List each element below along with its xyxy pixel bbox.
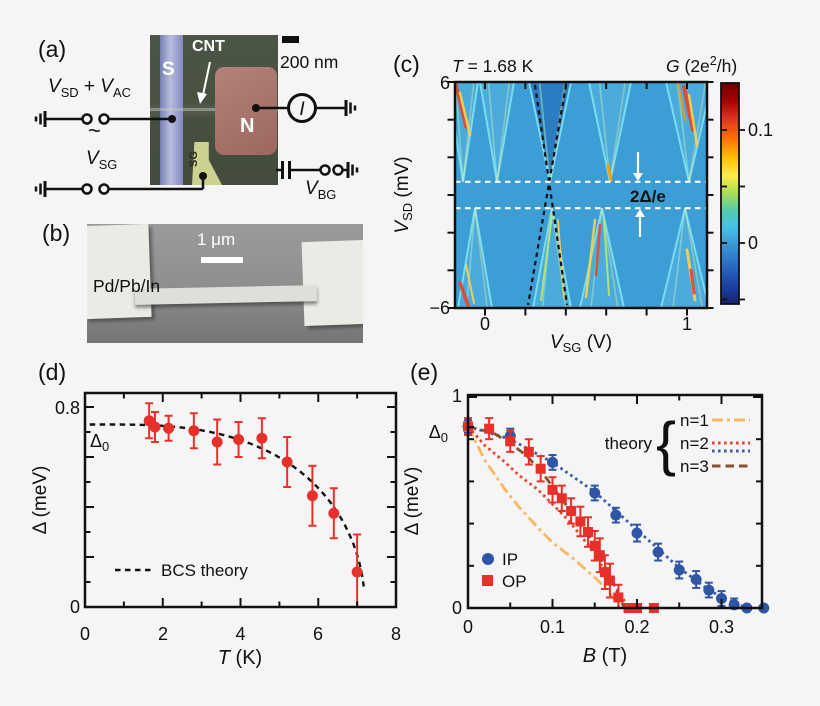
xtick-labels: 0 2 4 6 8 xyxy=(80,624,401,644)
contact-dot xyxy=(199,172,207,180)
svg-text:6: 6 xyxy=(313,624,323,644)
delta0-annotation: Δ0 xyxy=(90,431,109,454)
ground-icon xyxy=(34,111,47,127)
plot-frame xyxy=(466,393,764,610)
ytick-bottom: −6 xyxy=(429,298,450,318)
cnt-label: CNT xyxy=(192,38,225,55)
ac-tilde: ~ xyxy=(88,118,101,143)
capacitor-icon xyxy=(281,161,291,179)
s-label: S xyxy=(162,59,175,80)
scale-bar xyxy=(201,257,243,263)
contact-circle xyxy=(319,164,331,176)
panel-e-label: (e) xyxy=(410,359,438,385)
cnt-arrow xyxy=(197,61,211,104)
ytick-bottom: 0 xyxy=(70,597,80,617)
source-voltage-label: VSD + VAC xyxy=(48,76,131,100)
panel-d-label: (d) xyxy=(38,359,66,385)
scale-bar xyxy=(282,36,299,43)
svg-text:8: 8 xyxy=(391,624,401,644)
svg-text:0: 0 xyxy=(80,624,90,644)
contact-dot xyxy=(168,115,176,123)
ground-icon xyxy=(34,181,47,197)
sem-image-electrodes: 1 μm Pd/Pb/In xyxy=(87,224,363,343)
material-label: Pd/Pb/In xyxy=(93,276,161,296)
legend-ip-label: IP xyxy=(502,550,518,569)
panel-c-label: (c) xyxy=(393,51,420,77)
contact-circle xyxy=(332,164,344,176)
legend-n2: n=2 xyxy=(680,434,709,453)
legend-label: BCS theory xyxy=(161,561,248,580)
ground-icon xyxy=(344,100,357,116)
circuit-diagram: ~ I xyxy=(34,36,359,197)
legend-markers xyxy=(482,553,494,586)
ytick-bottom: 0 xyxy=(452,598,462,618)
xtick-left: 0 xyxy=(480,314,490,334)
legend-n3: n=3 xyxy=(680,457,709,476)
s-electrode xyxy=(160,35,183,185)
ytick-top: 6 xyxy=(440,73,450,93)
legend-n1: n=1 xyxy=(680,411,709,430)
backgate-voltage-label: VBG xyxy=(305,178,337,202)
panel-c: (c) T = 1.68 K G (2e2/h) 2Δ/e 6 −6 0 1 V… xyxy=(392,51,773,355)
svg-text:0.2: 0.2 xyxy=(624,617,649,637)
n-electrode xyxy=(215,67,277,155)
y-axis-label: Δ (meV) xyxy=(30,466,51,535)
bcs-plot xyxy=(89,402,365,607)
left-electrode-pad xyxy=(87,224,152,320)
colorbar xyxy=(720,82,740,305)
svg-text:0: 0 xyxy=(463,617,473,637)
gap-annotations xyxy=(633,152,645,237)
scale-bar-label-a: 200 nm xyxy=(280,52,339,72)
cnt-nanotube xyxy=(150,108,278,111)
colorbar-tick-0: 0 xyxy=(748,233,758,253)
svg-text:0.3: 0.3 xyxy=(709,617,734,637)
panel-d: (d) 0.8 0 0 2 4 6 8 T (K) Δ (meV) Δ0 BCS… xyxy=(30,359,401,669)
coulomb-diamond-map xyxy=(455,82,707,308)
x-axis-label: T (K) xyxy=(218,647,262,669)
plot-frame xyxy=(83,391,398,609)
svg-text:2: 2 xyxy=(158,624,168,644)
n-label: N xyxy=(240,115,255,137)
nanowire xyxy=(134,285,318,305)
x-axis-label: VSG (V) xyxy=(550,332,612,355)
conductance-title: G (2e2/h) xyxy=(666,54,737,76)
contact-circle xyxy=(81,183,93,195)
delta0-annotation: Δ0 xyxy=(429,422,448,445)
right-electrode-pad xyxy=(301,239,363,327)
y-axis-label: VSD (mV) xyxy=(392,156,415,233)
ground-icon xyxy=(346,162,359,178)
conductance-map-background xyxy=(455,82,707,308)
axis-ticks xyxy=(447,81,714,316)
panel-e: (e) 1 0 Δ0 0 0.1 0.2 0.3 B (T) Δ (meV) t… xyxy=(402,359,770,667)
field-dependence-plot xyxy=(462,417,770,614)
contact-circle xyxy=(81,113,93,125)
temperature-title: T = 1.68 K xyxy=(452,56,534,76)
gap-annotation: 2Δ/e xyxy=(630,187,666,206)
gap-arrow-up-head xyxy=(635,209,645,217)
colorbar-tick-01: 0.1 xyxy=(748,120,773,140)
x-axis-label: B (T) xyxy=(583,645,627,667)
panel-a-label: (a) xyxy=(38,36,67,62)
sidegate-voltage-label: VSG xyxy=(86,148,118,172)
xtick-right: 1 xyxy=(682,314,692,334)
y-axis-label: Δ (meV) xyxy=(402,467,423,536)
ytick-top: 0.8 xyxy=(55,398,80,418)
panel-b-label: (b) xyxy=(42,220,71,246)
ytick-top: 1 xyxy=(452,386,462,406)
scale-bar-label-b: 1 μm xyxy=(197,230,236,249)
legend-brace: { xyxy=(656,410,676,477)
legend-op-label: OP xyxy=(502,572,527,591)
colorbar-ticks xyxy=(721,129,745,301)
svg-text:4: 4 xyxy=(235,624,245,644)
contact-circle xyxy=(98,183,110,195)
legend-theory-label: theory xyxy=(605,434,653,453)
current-meter-label: I xyxy=(299,99,305,120)
legend-line-samples xyxy=(712,418,750,468)
gap-arrow-down-head xyxy=(633,173,643,181)
svg-text:0.1: 0.1 xyxy=(540,617,565,637)
xtick-labels: 0 0.1 0.2 0.3 xyxy=(463,617,734,637)
